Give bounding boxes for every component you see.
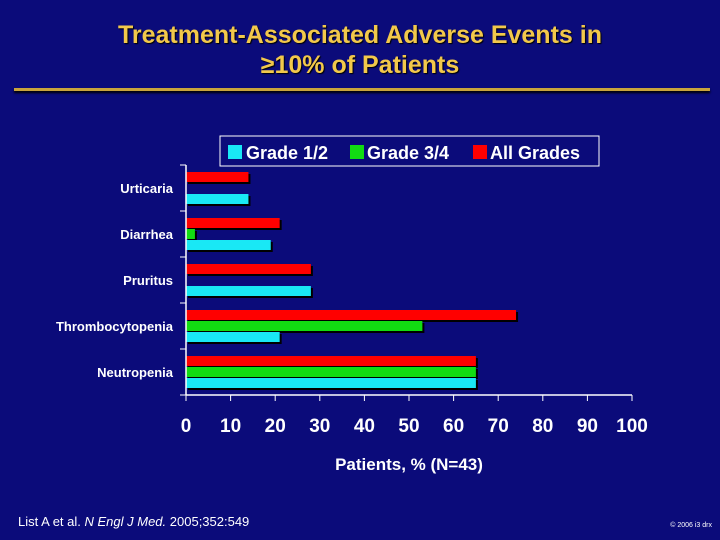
- xtick-label-60: 60: [443, 416, 464, 437]
- title-line-1: Treatment-Associated Adverse Events in: [118, 21, 602, 49]
- legend: Grade 1/2 Grade 3/4 All Grades: [219, 135, 600, 167]
- ytick-label-pruritus: Pruritus: [123, 273, 173, 288]
- legend-label-grade-1-2: Grade 1/2: [246, 143, 328, 163]
- xtick-label-70: 70: [488, 416, 509, 437]
- legend-swatch-all-grades: [473, 145, 487, 159]
- xtick-label-20: 20: [265, 416, 286, 437]
- xtick-label-90: 90: [577, 416, 598, 437]
- legend-box: [219, 135, 600, 167]
- xtick-label-30: 30: [309, 416, 330, 437]
- legend-swatch-grade-1-2: [228, 145, 242, 159]
- xtick-label-50: 50: [398, 416, 419, 437]
- axes-layer: Urticaria Diarrhea Pruritus Thrombocytopeni…: [56, 164, 648, 474]
- ytick-label-urticaria: Urticaria: [120, 181, 174, 196]
- bar-grade-1-2-urticaria: [186, 194, 249, 204]
- bar-grade-3-4-neutropenia: [186, 367, 476, 377]
- legend-label-all-grades: All Grades: [490, 143, 580, 163]
- ytick-label-diarrhea: Diarrhea: [120, 227, 174, 242]
- citation-journal: N Engl J Med.: [84, 514, 167, 529]
- bar-all-grades-pruritus: [186, 264, 311, 274]
- citation: List A et al. N Engl J Med. 2005;352:549: [18, 514, 249, 529]
- ytick-label-neutropenia: Neutropenia: [97, 365, 174, 380]
- bar-grade-3-4-thrombocytopenia: [186, 321, 423, 331]
- x-axis-label: Patients, % (N=43): [335, 455, 483, 474]
- bar-grade-1-2-thrombocytopenia: [186, 332, 280, 342]
- bar-all-grades-thrombocytopenia: [186, 310, 517, 320]
- bar-all-grades-neutropenia: [186, 356, 476, 366]
- bar-all-grades-urticaria: [186, 172, 249, 182]
- title-divider: [14, 88, 710, 91]
- title-line-2: ≥10% of Patients: [260, 51, 460, 79]
- xtick-label-100: 100: [616, 416, 648, 437]
- bar-grade-1-2-diarrhea: [186, 240, 271, 250]
- slide-title: Treatment-Associated Adverse Events in ≥…: [0, 20, 720, 80]
- legend-label-grade-3-4: Grade 3/4: [367, 143, 449, 163]
- xtick-label-10: 10: [220, 416, 241, 437]
- bar-all-grades-diarrhea: [186, 218, 280, 228]
- bar-grade-1-2-pruritus: [186, 286, 311, 296]
- citation-suffix: 2005;352:549: [166, 514, 250, 529]
- xtick-label-40: 40: [354, 416, 375, 437]
- bar-grade-1-2-neutropenia: [186, 378, 476, 388]
- xtick-label-0: 0: [181, 416, 192, 437]
- citation-prefix: List A et al.: [18, 514, 85, 529]
- legend-swatch-grade-3-4: [350, 145, 364, 159]
- xtick-label-80: 80: [532, 416, 553, 437]
- ytick-label-thrombocytopenia: Thrombocytopenia: [56, 319, 174, 334]
- copyright-notice: © 2006 i3 drx: [670, 522, 712, 529]
- bar-grade-3-4-diarrhea: [186, 229, 195, 239]
- bars-layer: [186, 172, 519, 390]
